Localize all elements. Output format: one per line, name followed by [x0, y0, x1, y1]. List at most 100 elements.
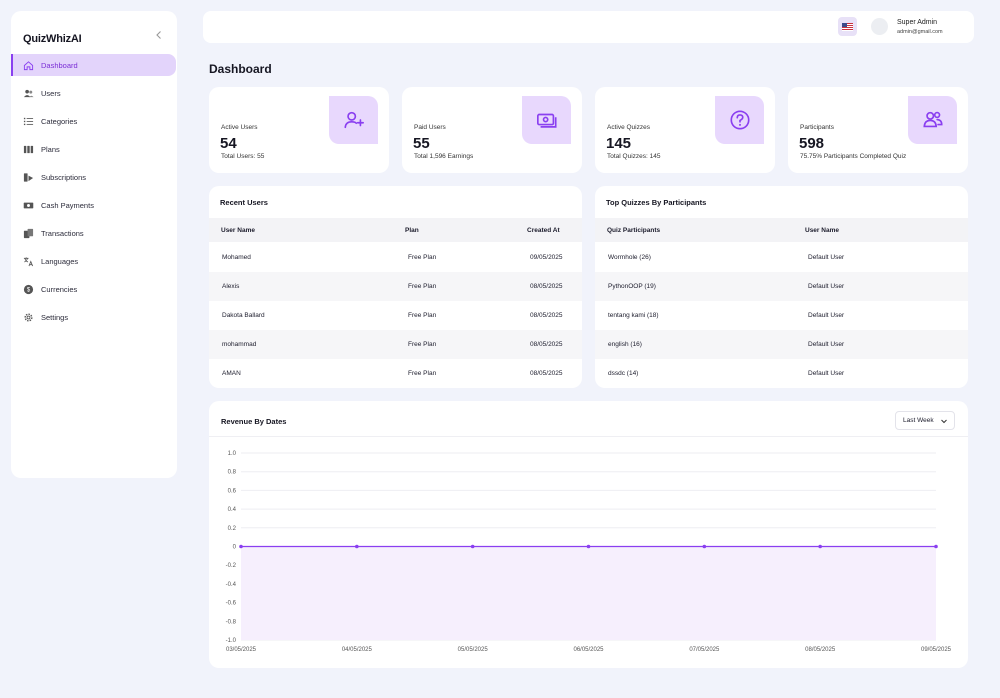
- x-tick-label: 06/05/2025: [573, 647, 604, 653]
- stat-label: Active Users: [221, 124, 258, 131]
- subscriptions-icon: [23, 172, 34, 183]
- cell-user-name: Mohamed: [222, 254, 251, 261]
- cell-quiz: tentang kami (18): [608, 312, 659, 319]
- transactions-icon: [23, 228, 34, 239]
- cell-quiz: PythonOOP (19): [608, 283, 656, 290]
- cash-icon: [23, 200, 34, 211]
- sidebar-item-label: Plans: [41, 144, 60, 154]
- sidebar-item-label: Dashboard: [41, 60, 78, 70]
- cell-quiz: english (16): [608, 341, 642, 348]
- x-tick-label: 08/05/2025: [805, 647, 836, 653]
- stat-icon-box: [329, 96, 378, 144]
- question-icon: [729, 110, 750, 130]
- cell-user-name: Default User: [808, 312, 845, 319]
- sidebar-item-label: Transactions: [41, 228, 84, 238]
- table-row[interactable]: PythonOOP (19) Default User: [595, 272, 968, 301]
- sidebar-item-cash-payments[interactable]: Cash Payments: [11, 194, 177, 216]
- stat-subtext: Total 1,596 Earnings: [414, 153, 474, 160]
- app-logo: QuizWhizAI: [23, 33, 82, 45]
- y-tick-label: 0.6: [228, 488, 237, 494]
- x-tick-label: 04/05/2025: [342, 647, 373, 653]
- cell-user-name: AMAN: [222, 370, 241, 377]
- column-header[interactable]: User Name: [221, 227, 255, 234]
- card-title: Recent Users: [220, 198, 268, 207]
- sidebar-item-plans[interactable]: Plans: [11, 138, 177, 160]
- table-row[interactable]: mohammad Free Plan 08/05/2025: [209, 330, 582, 359]
- cell-plan: Free Plan: [408, 312, 437, 319]
- column-header[interactable]: User Name: [805, 227, 839, 234]
- date-range-value: Last Week: [903, 417, 934, 424]
- sidebar-item-label: Currencies: [41, 284, 78, 294]
- card-title: Revenue By Dates: [221, 417, 287, 426]
- data-point: [818, 544, 822, 549]
- table-header: Quiz Participants User Name: [595, 218, 968, 242]
- columns-icon: [23, 144, 34, 155]
- stat-icon-box: [715, 96, 764, 144]
- column-header[interactable]: Quiz Participants: [607, 227, 661, 234]
- sidebar-item-settings[interactable]: Settings: [11, 306, 177, 328]
- sidebar-item-transactions[interactable]: Transactions: [11, 222, 177, 244]
- participants-icon: [922, 111, 943, 128]
- stat-card-active-quizzes: Active Quizzes 145 Total Quizzes: 145: [595, 87, 775, 173]
- stat-card-participants: Participants 598 75.75% Participants Com…: [788, 87, 968, 173]
- sidebar-item-dashboard[interactable]: Dashboard: [11, 54, 176, 76]
- user-name[interactable]: Super Admin: [897, 19, 938, 26]
- x-tick-label: 05/05/2025: [458, 647, 489, 653]
- area-fill: [241, 546, 936, 640]
- sidebar-item-currencies[interactable]: $ Currencies: [11, 278, 177, 300]
- cell-quiz: Wormhole (26): [608, 254, 651, 261]
- stat-value: 598: [799, 135, 825, 152]
- cell-created-at: 08/05/2025: [530, 370, 563, 377]
- translate-icon: [23, 256, 34, 267]
- svg-text:$: $: [27, 287, 31, 293]
- column-header[interactable]: Created At: [527, 227, 560, 234]
- y-tick-label: -0.2: [226, 563, 237, 569]
- column-header[interactable]: Plan: [405, 227, 419, 234]
- sidebar-item-users[interactable]: Users: [11, 82, 177, 104]
- table-row[interactable]: tentang kami (18) Default User: [595, 301, 968, 330]
- x-tick-label: 09/05/2025: [921, 647, 952, 653]
- stat-subtext: Total Quizzes: 145: [607, 153, 661, 160]
- data-point: [470, 544, 475, 549]
- table-row[interactable]: Alexis Free Plan 08/05/2025: [209, 272, 582, 301]
- collapse-sidebar-button[interactable]: [151, 27, 167, 43]
- sidebar-item-label: Users: [41, 88, 61, 98]
- cell-user-name: Default User: [808, 341, 845, 348]
- us-flag-icon: [842, 22, 853, 31]
- table-row[interactable]: AMAN Free Plan 08/05/2025: [209, 359, 582, 388]
- table-row[interactable]: Wormhole (26) Default User: [595, 243, 968, 272]
- top-quizzes-card: Top Quizzes By Participants Quiz Partici…: [595, 186, 968, 388]
- user-plus-icon: [343, 111, 364, 129]
- table-row[interactable]: Dakota Ballard Free Plan 08/05/2025: [209, 301, 582, 330]
- sidebar-nav: Dashboard Users Categories Plans Subscri…: [11, 54, 177, 334]
- date-range-select[interactable]: Last Week: [895, 411, 955, 430]
- cell-user-name: Default User: [808, 283, 845, 290]
- sidebar-item-categories[interactable]: Categories: [11, 110, 177, 132]
- y-tick-label: -0.4: [226, 582, 237, 588]
- divider: [209, 436, 968, 437]
- data-point: [239, 544, 243, 549]
- sidebar-item-languages[interactable]: Languages: [11, 250, 177, 272]
- table-row[interactable]: english (16) Default User: [595, 330, 968, 359]
- chevron-left-icon: [156, 31, 161, 39]
- sidebar-item-subscriptions[interactable]: Subscriptions: [11, 166, 177, 188]
- y-tick-label: 0: [233, 545, 237, 551]
- revenue-chart: 1.0 0.8 0.6 0.4 0.2 0 -0.2 -0.4 -0.6 -0.8 -1.0 03/0…: [226, 451, 952, 653]
- cell-created-at: 08/05/2025: [530, 283, 563, 290]
- user-email: admin@gmail.com: [897, 29, 943, 35]
- language-switcher[interactable]: [838, 17, 857, 36]
- sidebar-item-label: Cash Payments: [41, 200, 94, 210]
- top-bar: Super Admin admin@gmail.com: [203, 11, 974, 43]
- y-tick-label: -1.0: [226, 638, 237, 644]
- table-row[interactable]: Mohamed Free Plan 09/05/2025: [209, 243, 582, 272]
- stat-card-paid-users: Paid Users 55 Total 1,596 Earnings: [402, 87, 582, 173]
- avatar[interactable]: [871, 18, 888, 35]
- stat-value: 54: [220, 135, 237, 152]
- stat-label: Active Quizzes: [607, 124, 650, 131]
- data-point: [355, 544, 359, 549]
- stat-icon-box: [522, 96, 571, 144]
- data-point: [934, 544, 938, 549]
- table-row[interactable]: dssdc (14) Default User: [595, 359, 968, 388]
- recent-users-card: Recent Users User Name Plan Created At M…: [209, 186, 582, 388]
- table-header: User Name Plan Created At: [209, 218, 582, 242]
